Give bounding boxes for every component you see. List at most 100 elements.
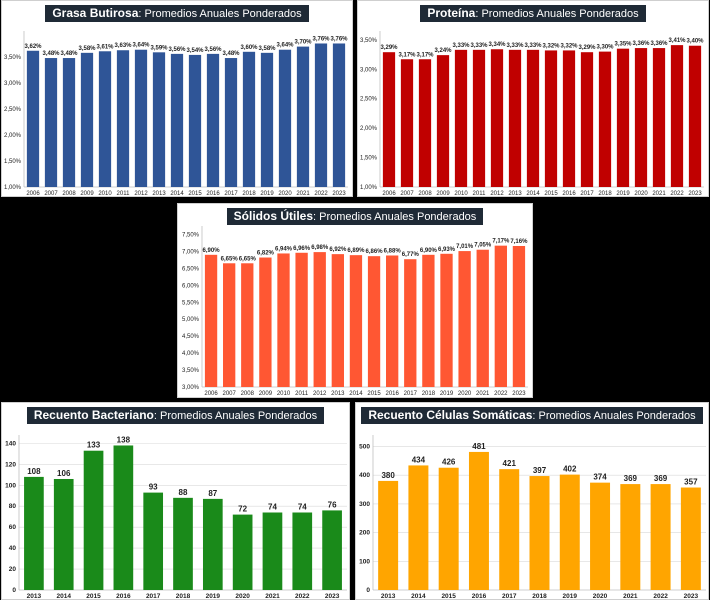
data-label: 426 — [442, 458, 456, 467]
chart-panel-proteina: Proteína: Promedios Anuales Ponderados 1… — [357, 0, 709, 197]
bar — [508, 49, 522, 187]
data-label: 3,29% — [380, 45, 398, 51]
x-tick-label: 2013 — [508, 191, 522, 197]
data-label: 6,98% — [311, 245, 329, 251]
y-tick-label: 60 — [9, 524, 17, 531]
x-tick-label: 2012 — [490, 191, 504, 197]
bar — [400, 59, 414, 187]
data-label: 6,90% — [420, 248, 438, 254]
bar — [259, 257, 272, 387]
bar — [650, 484, 671, 590]
x-tick-label: 2020 — [278, 191, 292, 197]
data-label: 3,33% — [506, 43, 524, 49]
y-tick-label: 0 — [366, 587, 370, 594]
y-tick-label: 400 — [359, 472, 370, 479]
data-label: 3,36% — [650, 41, 668, 47]
bar — [436, 55, 450, 187]
x-tick-label: 2017 — [224, 191, 238, 197]
data-label: 74 — [298, 503, 307, 512]
bar — [367, 256, 381, 387]
data-label: 3,36% — [632, 41, 650, 47]
data-label: 3,60% — [240, 45, 258, 51]
x-tick-label: 2023 — [684, 593, 699, 600]
data-label: 7,05% — [474, 243, 492, 249]
bar — [670, 45, 684, 188]
x-tick-label: 2011 — [117, 191, 131, 197]
x-tick-label: 2009 — [436, 191, 450, 197]
x-tick-label: 2017 — [502, 593, 517, 600]
bar — [458, 251, 471, 387]
data-label: 3,58% — [78, 46, 96, 52]
x-tick-label: 2021 — [652, 191, 666, 197]
data-label: 3,61% — [96, 44, 114, 50]
data-label: 3,40% — [686, 39, 704, 45]
x-tick-label: 2015 — [86, 593, 101, 600]
data-label: 106 — [57, 469, 71, 478]
data-label: 3,35% — [614, 42, 632, 48]
bar — [529, 476, 550, 590]
chart-solidos: 3,00% 3,50% 4,00% 4,50% 5,00% 5,50% 6,00% 6,50%… — [182, 226, 528, 397]
y-tick-label: 120 — [5, 461, 16, 468]
data-label: 3,54% — [186, 48, 204, 54]
y-tick-label: 4,50% — [182, 334, 200, 340]
data-label: 7,17% — [492, 239, 510, 245]
data-label: 138 — [117, 435, 131, 444]
bar — [113, 445, 134, 590]
y-tick-label: 7,00% — [182, 249, 200, 255]
data-label: 3,34% — [488, 42, 506, 48]
data-label: 108 — [27, 467, 41, 476]
chart-grasa: 1,00% 1,50% 2,00% 2,50% 3,00% 3,50%3,62% 2006 3… — [4, 31, 348, 197]
data-label: 6,86% — [366, 249, 384, 255]
x-tick-label: 2012 — [313, 391, 327, 397]
x-tick-label: 2014 — [170, 191, 184, 197]
bar — [295, 252, 308, 387]
y-tick-label: 5,50% — [182, 300, 200, 306]
bar — [314, 43, 328, 188]
y-tick-label: 1,00% — [360, 185, 378, 191]
data-label: 3,33% — [524, 43, 542, 49]
bar — [378, 480, 399, 590]
x-tick-label: 2016 — [206, 191, 220, 197]
data-label: 402 — [563, 465, 577, 474]
x-tick-label: 2018 — [532, 593, 547, 600]
data-label: 72 — [238, 505, 247, 514]
y-tick-label: 140 — [5, 440, 16, 447]
x-tick-label: 2020 — [235, 593, 250, 600]
x-tick-label: 2011 — [473, 191, 487, 197]
x-tick-label: 2021 — [296, 191, 310, 197]
x-tick-label: 2015 — [544, 191, 558, 197]
x-tick-label: 2006 — [204, 391, 218, 397]
data-label: 3,70% — [294, 40, 312, 46]
x-tick-label: 2023 — [512, 391, 526, 397]
bar — [408, 465, 429, 590]
bar — [616, 48, 630, 188]
x-tick-label: 2022 — [295, 593, 310, 600]
y-tick-label: 7,50% — [182, 232, 200, 238]
bar — [278, 49, 292, 187]
bar — [116, 50, 130, 187]
data-label: 87 — [208, 489, 217, 498]
bar — [468, 451, 489, 590]
data-label: 3,32% — [560, 43, 578, 49]
y-tick-label: 2,50% — [360, 97, 378, 103]
data-label: 3,17% — [398, 52, 416, 58]
bar — [634, 48, 648, 187]
bar — [143, 492, 164, 590]
bar — [688, 45, 702, 187]
x-tick-label: 2006 — [382, 191, 396, 197]
data-label: 421 — [503, 459, 517, 468]
x-tick-label: 2008 — [62, 191, 76, 197]
bar — [652, 48, 666, 187]
bar — [580, 52, 594, 188]
data-label: 3,56% — [168, 47, 186, 53]
y-tick-label: 5,00% — [182, 317, 200, 323]
data-label: 6,93% — [438, 247, 456, 253]
data-label: 357 — [684, 478, 698, 487]
data-label: 6,82% — [257, 251, 275, 257]
x-tick-label: 2007 — [44, 191, 58, 197]
data-label: 3,76% — [312, 36, 330, 42]
y-tick-label: 1,50% — [4, 159, 22, 165]
bar — [292, 512, 313, 590]
bar — [512, 245, 526, 387]
data-label: 3,48% — [60, 51, 78, 57]
